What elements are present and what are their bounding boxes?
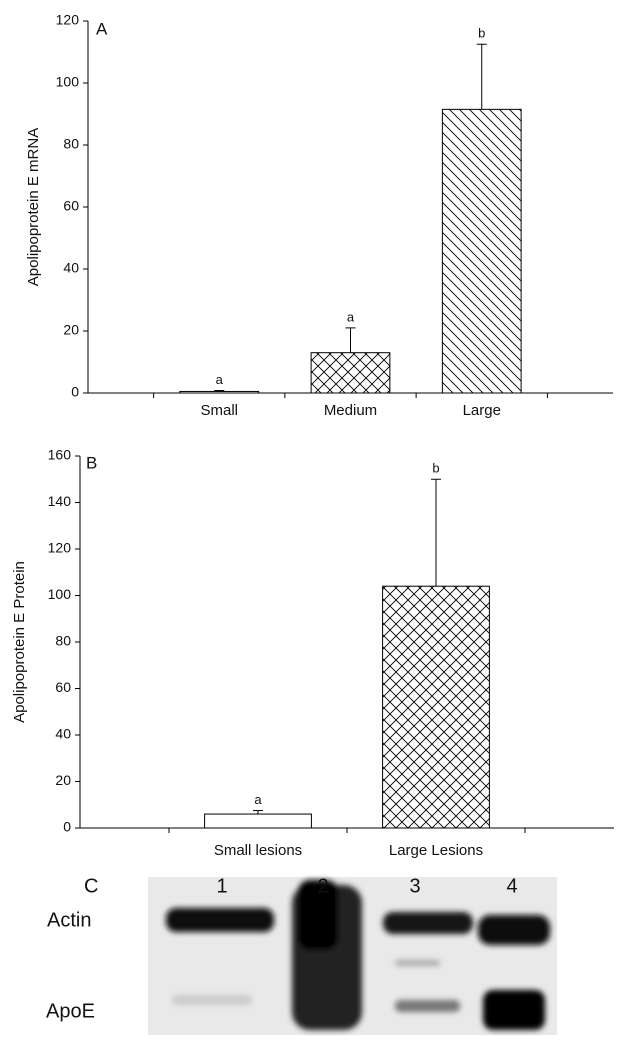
y-tick-label: 80 [55, 633, 71, 649]
significance-label: a [216, 372, 224, 387]
y-tick-label: 60 [55, 679, 71, 695]
y-tick-label: 100 [48, 586, 72, 602]
y-axis-label: Apolipoprotein E mRNA [25, 128, 42, 286]
x-tick-label: Large Lesions [389, 842, 483, 859]
y-tick-label: 120 [56, 12, 80, 28]
y-tick-label: 40 [55, 726, 71, 742]
band-label: Actin [47, 909, 91, 931]
significance-label: a [254, 792, 262, 807]
y-tick-label: 60 [63, 198, 79, 214]
significance-label: b [432, 461, 439, 476]
y-tick-label: 40 [63, 260, 79, 276]
significance-label: b [478, 26, 485, 41]
y-tick-label: 160 [48, 447, 72, 463]
lane-label: 4 [506, 875, 517, 897]
x-tick-label: Medium [324, 402, 377, 419]
y-tick-label: 0 [71, 384, 79, 400]
y-tick-label: 80 [63, 136, 79, 152]
x-tick-label: Small [200, 402, 238, 419]
y-tick-label: 100 [56, 74, 80, 90]
lane-label: 1 [216, 875, 227, 897]
blot-panel-label: C [84, 875, 98, 897]
panel-label: A [96, 19, 108, 38]
lane-label: 2 [317, 875, 328, 897]
y-tick-label: 120 [48, 540, 72, 556]
bar [382, 585, 490, 829]
y-tick-label: 140 [48, 493, 72, 509]
panel-label: B [86, 453, 97, 472]
bar [441, 108, 522, 394]
y-tick-label: 20 [63, 322, 79, 338]
blot-image [148, 877, 557, 1035]
lane-label: 3 [409, 875, 420, 897]
significance-label: a [347, 309, 355, 324]
y-axis-label: Apolipoprotein E Protein [11, 561, 28, 723]
bar [310, 352, 391, 394]
y-tick-label: 20 [55, 772, 71, 788]
bar [179, 390, 260, 394]
x-tick-label: Large [463, 402, 501, 419]
bar [204, 813, 312, 829]
x-tick-label: Small lesions [214, 842, 302, 859]
y-tick-label: 0 [63, 819, 71, 835]
band-label: ApoE [46, 1000, 95, 1022]
